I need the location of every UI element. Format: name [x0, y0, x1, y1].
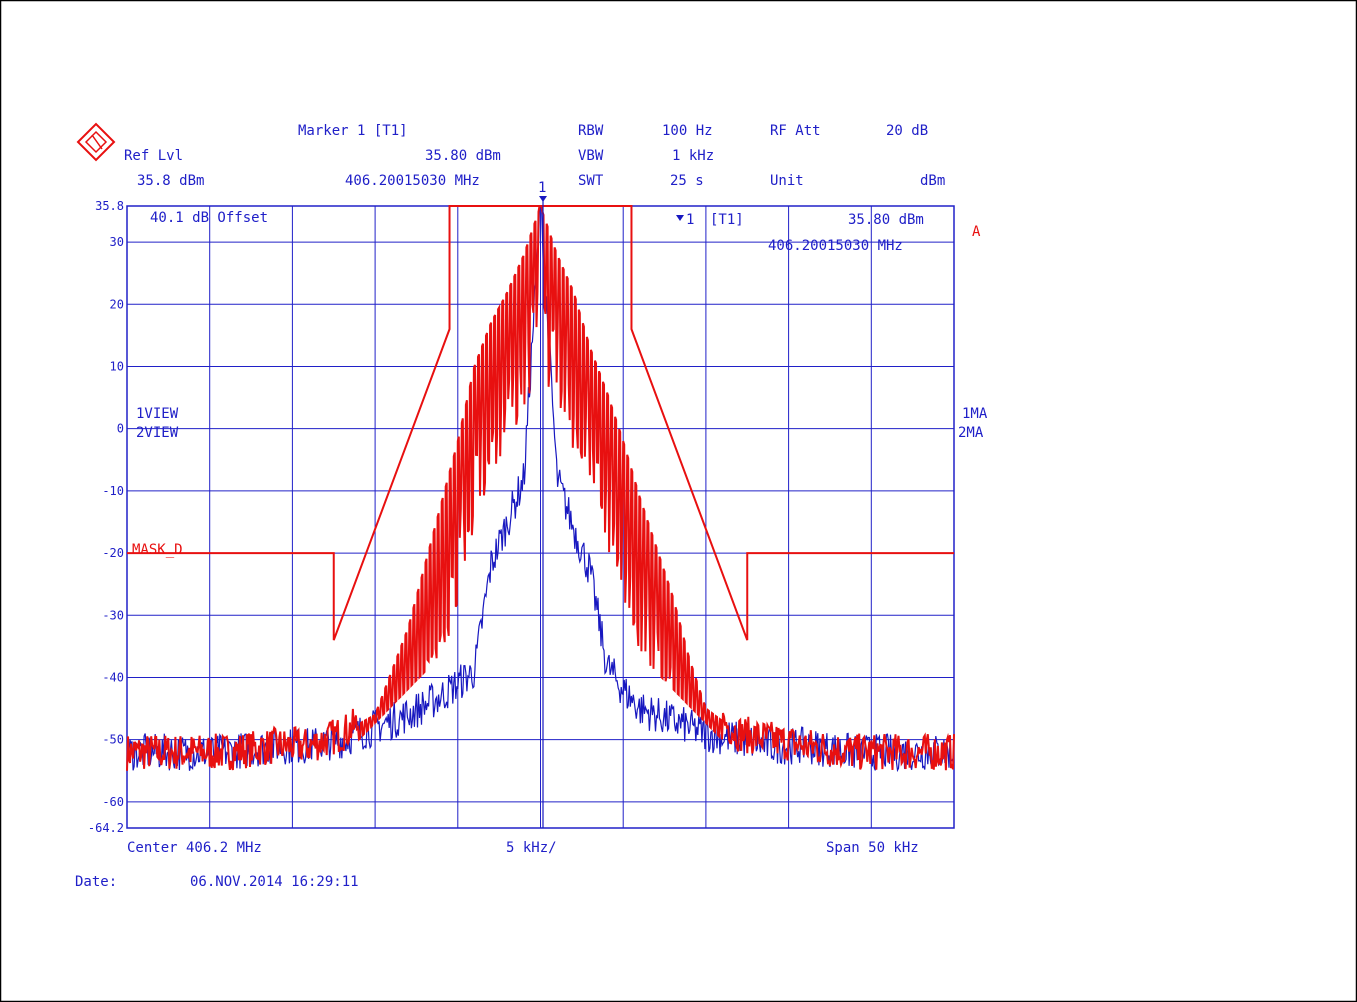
unit-label: Unit	[770, 173, 804, 189]
marker-triangle-icon	[539, 196, 547, 202]
trace-1-line	[126, 205, 955, 771]
date-value: 06.NOV.2014 16:29:11	[190, 874, 359, 890]
offset-label: 40.1 dB Offset	[150, 210, 268, 226]
rbw-label: RBW	[578, 123, 604, 139]
y-tick-label: -50	[102, 733, 124, 747]
unit-value: dBm	[920, 173, 945, 189]
marker-label: Marker 1 [T1]	[298, 123, 408, 139]
y-tick-label: 10	[110, 359, 124, 373]
plot-area: 35.8 30 20 10 0 -10 -20 -30 -40 -50 -60 -64.2	[88, 199, 955, 835]
ref-level-label: Ref Lvl	[124, 148, 183, 164]
y-tick-label: -30	[102, 608, 124, 622]
y-tick-label: -10	[102, 484, 124, 498]
marker-flag-label: 1	[538, 180, 546, 196]
marker-box-level: 35.80 dBm	[848, 212, 924, 228]
ma-2-label: 2MA	[958, 425, 984, 441]
view-1-label: 1VIEW	[136, 406, 179, 422]
center-frequency: Center 406.2 MHz	[127, 840, 262, 856]
vbw-value: 1 kHz	[672, 148, 714, 164]
y-tick-label: 35.8	[95, 199, 124, 213]
division-label: 5 kHz/	[506, 840, 557, 856]
view-2-label: 2VIEW	[136, 425, 179, 441]
y-tick-label: -64.2	[88, 821, 124, 835]
ma-1-label: 1MA	[962, 406, 988, 422]
span-label: Span 50 kHz	[826, 840, 919, 856]
trace-tag: A	[972, 224, 981, 240]
date-label: Date:	[75, 874, 117, 890]
rf-att-label: RF Att	[770, 123, 821, 139]
mask-label: MASK_D	[132, 542, 183, 558]
marker-box-frequency: 406.20015030 MHz	[768, 238, 903, 254]
y-tick-label: -20	[102, 546, 124, 560]
ref-level-value: 35.8 dBm	[137, 173, 204, 189]
rbw-value: 100 Hz	[662, 123, 713, 139]
swt-label: SWT	[578, 173, 604, 189]
y-tick-label: -40	[102, 670, 124, 684]
y-tick-label: 20	[110, 297, 124, 311]
vbw-label: VBW	[578, 148, 604, 164]
rf-att-value: 20 dB	[886, 123, 928, 139]
rs-logo-icon	[76, 122, 116, 162]
marker-box-triangle-icon	[676, 215, 684, 221]
marker-box-number: 1	[686, 212, 694, 228]
y-tick-label: -60	[102, 795, 124, 809]
marker-frequency: 406.20015030 MHz	[345, 173, 480, 189]
marker-box-label: [T1]	[710, 212, 744, 228]
y-tick-label: 0	[117, 422, 124, 436]
y-tick-label: 30	[110, 235, 124, 249]
y-tick-labels: 35.8 30 20 10 0 -10 -20 -30 -40 -50 -60 -64.2	[88, 199, 124, 835]
swt-value: 25 s	[670, 173, 704, 189]
marker-level: 35.80 dBm	[425, 148, 501, 164]
